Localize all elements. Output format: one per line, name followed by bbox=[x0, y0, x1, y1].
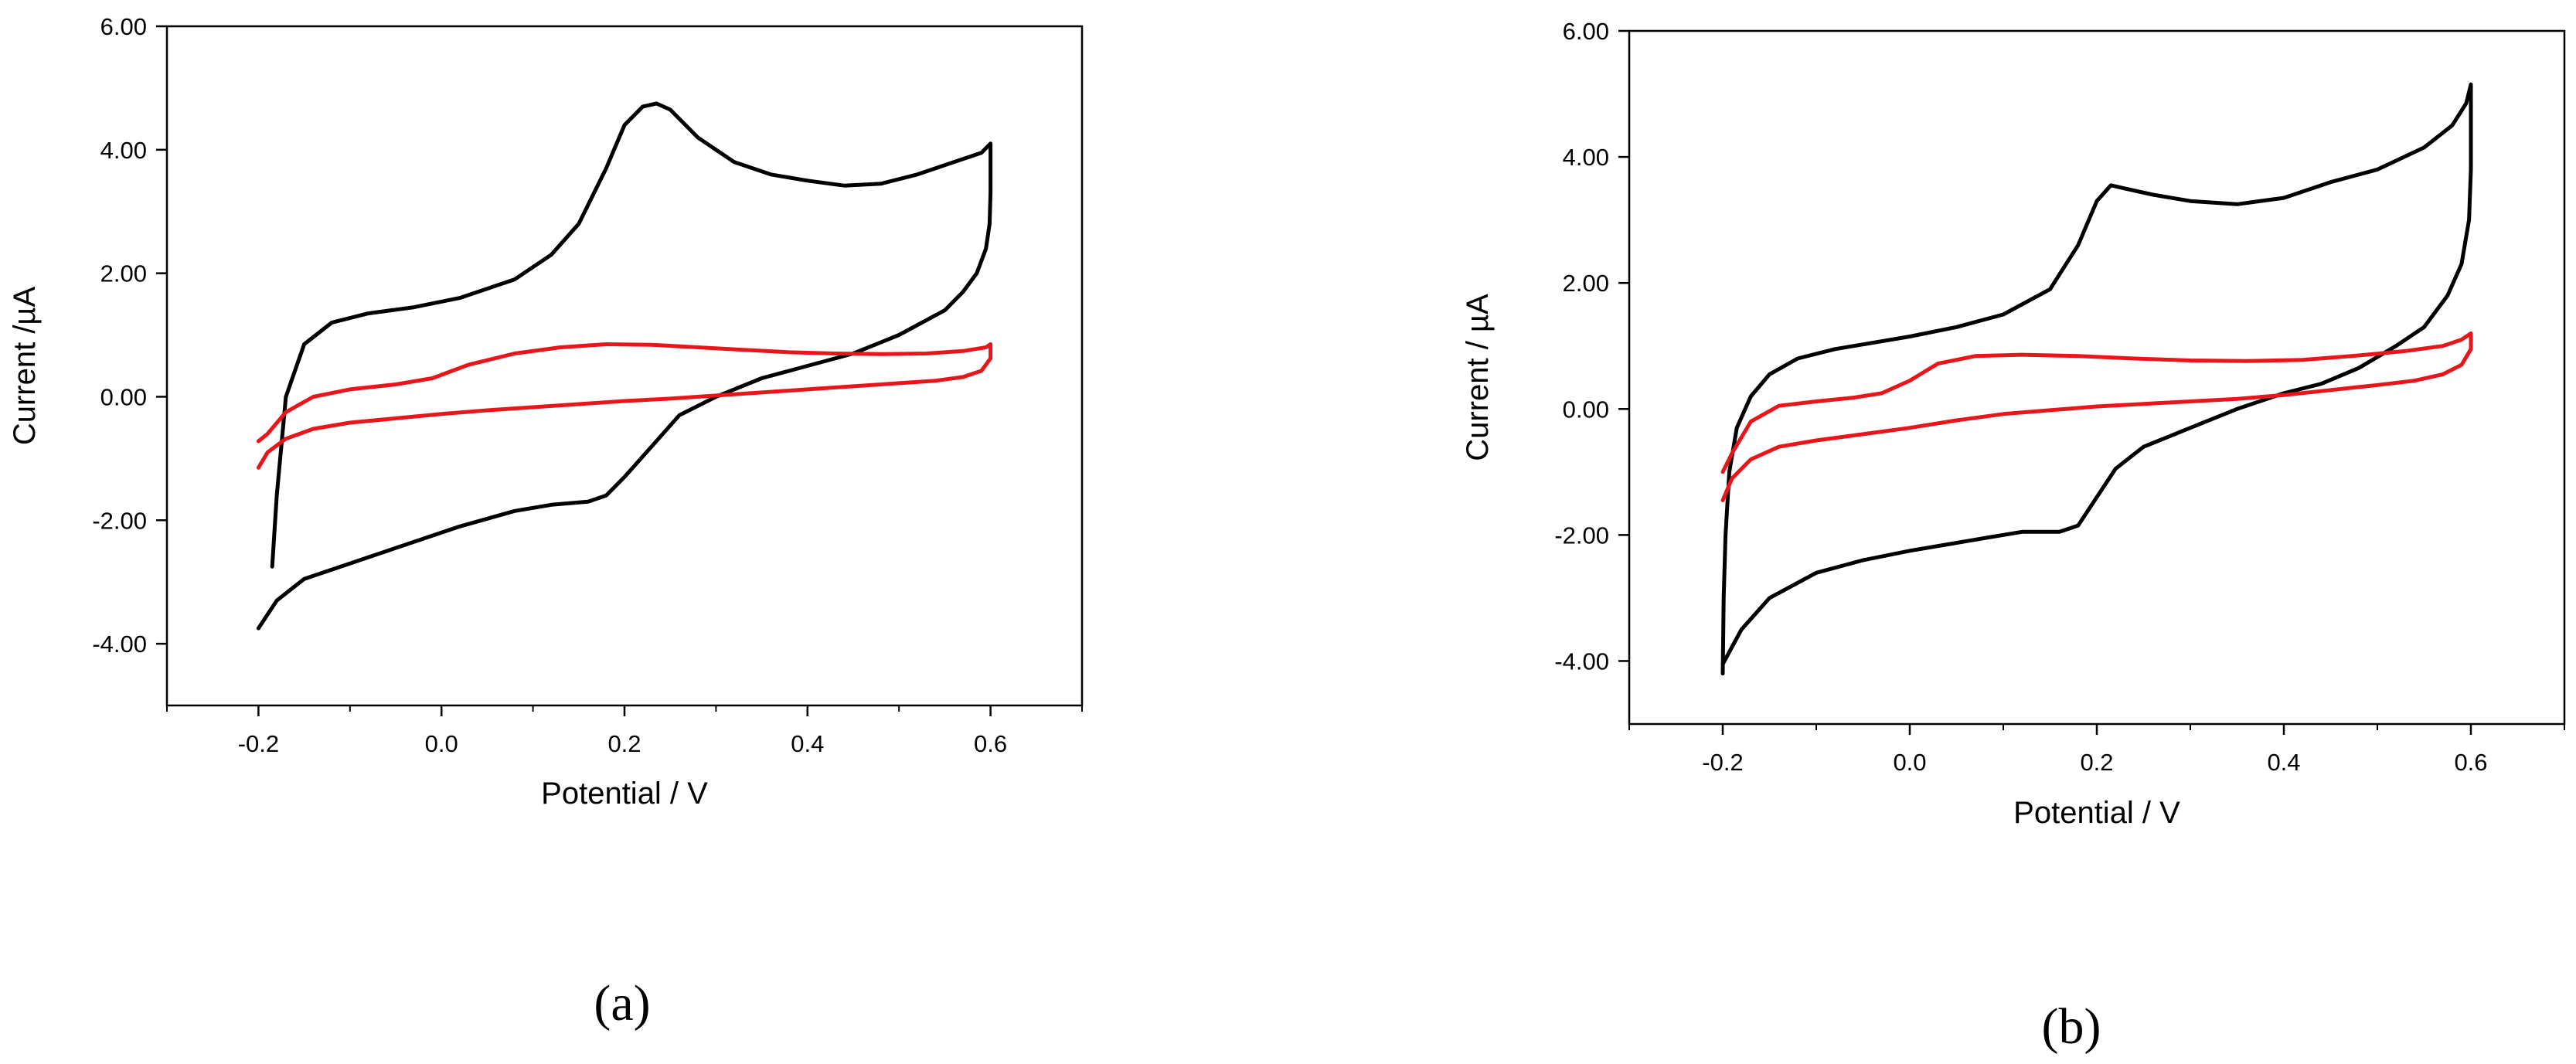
series-line-black bbox=[1720, 82, 2473, 676]
x-axis-title: Potential / V bbox=[2013, 796, 2180, 830]
x-tick-label: 0.4 bbox=[2267, 749, 2300, 776]
y-tick-label: 4.00 bbox=[1563, 144, 1609, 171]
x-tick-label: -0.2 bbox=[1702, 749, 1743, 776]
y-axis-title: Current / µA bbox=[1461, 294, 1495, 461]
x-tick-label: 0.0 bbox=[425, 730, 458, 757]
series-line-red bbox=[256, 342, 993, 470]
panel-label: (b) bbox=[2042, 998, 2101, 1055]
y-axis-title: Current /µA bbox=[8, 287, 42, 446]
y-tick-label: -4.00 bbox=[1554, 648, 1609, 675]
panel-label: (a) bbox=[594, 975, 650, 1032]
series-line-black bbox=[256, 101, 993, 631]
panel-a: -4.00 -2.00 0.00 2.00 4.00 6.00 -0.2 0.0 0.2 0.4 0… bbox=[8, 13, 1084, 1032]
y-tick-label: -2.00 bbox=[1554, 522, 1609, 549]
panel-b: -4.00 -2.00 0.00 2.00 4.00 6.00 -0.2 0.0 0.2 0.4 0… bbox=[1461, 18, 2566, 1055]
x-tick-label: 0.0 bbox=[1893, 749, 1926, 776]
x-tick-label: 0.2 bbox=[607, 730, 641, 757]
y-tick-label: -4.00 bbox=[92, 631, 147, 658]
x-axis-title: Potential / V bbox=[541, 777, 708, 811]
y-tick-label: 0.00 bbox=[1563, 396, 1609, 423]
x-tick-label: 0.4 bbox=[791, 730, 824, 757]
x-tick-label: -0.2 bbox=[238, 730, 279, 757]
x-tick-label: 0.6 bbox=[2454, 749, 2487, 776]
series-line-red bbox=[1720, 331, 2473, 502]
y-tick-label: 6.00 bbox=[100, 13, 147, 40]
y-tick-label: 6.00 bbox=[1563, 18, 1609, 45]
x-tick-label: 0.6 bbox=[974, 730, 1007, 757]
y-tick-label: 2.00 bbox=[1563, 270, 1609, 297]
y-tick-label: 2.00 bbox=[100, 260, 147, 287]
y-tick-label: 0.00 bbox=[100, 383, 147, 410]
y-tick-label: -2.00 bbox=[92, 507, 147, 534]
x-tick-label: 0.2 bbox=[2080, 749, 2113, 776]
y-tick-label: 4.00 bbox=[100, 137, 147, 164]
